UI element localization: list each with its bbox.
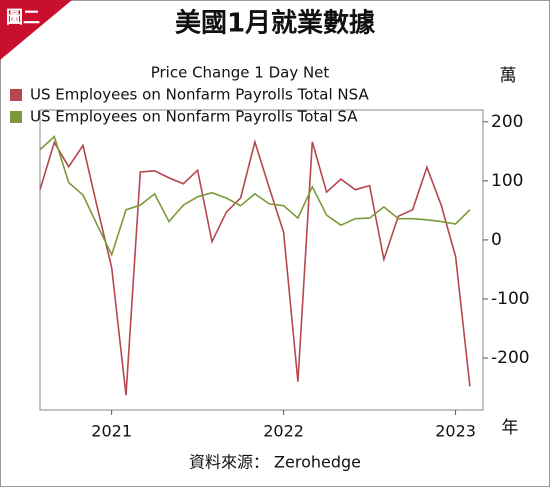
- y-tick-label: 0: [491, 230, 502, 250]
- legend-swatch: [10, 111, 22, 123]
- plot-area: [39, 109, 484, 411]
- legend-label: US Employees on Nonfarm Payrolls Total N…: [30, 86, 369, 104]
- x-unit: 年: [502, 418, 519, 438]
- y-tick-label: 100: [491, 171, 523, 191]
- subtitle: Price Change 1 Day Net: [151, 64, 330, 82]
- source: 資料來源： Zerohedge: [189, 453, 361, 472]
- badge: 圖二: [6, 8, 40, 28]
- series-line: [39, 138, 471, 396]
- legend-swatch: [10, 89, 22, 101]
- y-unit: 萬: [500, 66, 517, 86]
- y-tick-label: -100: [491, 289, 530, 309]
- badge-bg: [0, 0, 72, 60]
- x-tick-label: 2023: [435, 422, 476, 441]
- series-line: [39, 135, 471, 257]
- x-tick-label: 2022: [263, 422, 304, 441]
- legend-label: US Employees on Nonfarm Payrolls Total S…: [30, 108, 358, 126]
- y-tick-label: 200: [491, 112, 523, 132]
- chart-title: 美國1月就業數據: [175, 8, 376, 39]
- x-tick-label: 2021: [91, 422, 132, 441]
- y-tick-label: -200: [491, 348, 530, 368]
